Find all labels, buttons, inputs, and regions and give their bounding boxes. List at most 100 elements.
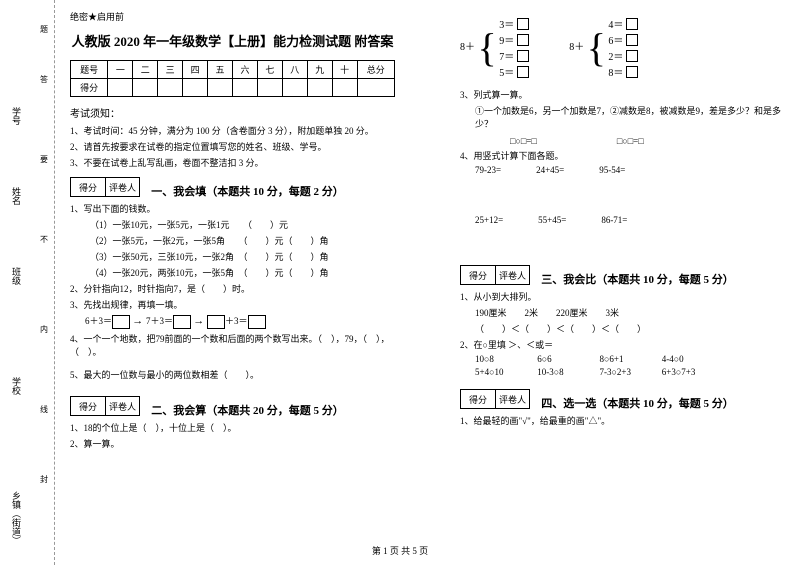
- vert-item: 86-71=: [601, 215, 627, 225]
- s2-q2: 2、算一算。: [70, 437, 395, 450]
- vert-item: 79-23=: [475, 165, 501, 175]
- th-5: 五: [208, 61, 233, 79]
- brace1-item: 7＝: [499, 48, 514, 63]
- th-6: 六: [232, 61, 257, 79]
- box-expr-b: □○□=□: [617, 136, 644, 146]
- vert-item: 55+45=: [538, 215, 566, 225]
- section-2-title: 二、我会算（本题共 20 分，每题 5 分）: [100, 402, 395, 418]
- vert-row: 79-23= 24+45= 95-54=: [460, 165, 785, 175]
- answer-box[interactable]: [517, 18, 529, 30]
- bind-label-id: 学号: [10, 107, 23, 125]
- right-column: 8＋ { 3＝ 9＝ 7＝ 5＝ 8＋ { 4＝ 6＝ 2＝ 8＝: [445, 0, 800, 565]
- bind-label-school: 学校: [10, 377, 23, 395]
- brace1-item: 3＝: [499, 16, 514, 31]
- cut-seal: 封: [40, 474, 48, 485]
- score-table: 题号 一 二 三 四 五 六 七 八 九 十 总分 得分: [70, 60, 395, 97]
- brace-row: 8＋ { 3＝ 9＝ 7＝ 5＝ 8＋ { 4＝ 6＝ 2＝ 8＝: [460, 15, 785, 80]
- answer-box[interactable]: [173, 315, 191, 329]
- s3-q1-stem: 1、从小到大排列。: [460, 290, 785, 303]
- th-total: 总分: [357, 61, 394, 79]
- q5: 5、最大的一位数与最小的两位数相差（ ）。: [70, 368, 395, 381]
- th-10: 十: [332, 61, 357, 79]
- brace2-item: 6＝: [608, 32, 623, 47]
- cut-inner: 内: [40, 324, 48, 335]
- cut-not: 要: [40, 154, 48, 165]
- th-7: 七: [257, 61, 282, 79]
- section-3-title: 三、我会比（本题共 10 分，每题 5 分）: [490, 271, 785, 287]
- q4: 4、一个一个地数，把79前面的一个数和后面的两个数写出来。（ ），79，（ ），…: [70, 332, 395, 358]
- bind-label-class: 班级: [10, 267, 23, 285]
- table-row: 得分: [71, 79, 395, 97]
- notice-title: 考试须知：: [70, 105, 395, 120]
- score-label: 得分: [70, 177, 105, 197]
- brace2-item: 8＝: [608, 64, 623, 79]
- s3-q2-stem: 2、在○里填 ＞、＜或＝: [460, 338, 785, 351]
- s2-q3-stem: 3、列式算一算。: [460, 88, 785, 101]
- s2-q4-stem: 4、用竖式计算下面各题。: [460, 149, 785, 162]
- eq1-lhs: 6＋3＝: [85, 316, 112, 326]
- th-3: 三: [158, 61, 183, 79]
- answer-box[interactable]: [112, 315, 130, 329]
- bind-label-township: 乡镇（街道）: [10, 491, 23, 545]
- cmp-item: 7-3○2+3: [600, 367, 660, 377]
- cmp-item: 8○6+1: [600, 354, 660, 364]
- brace2-item: 2＝: [608, 48, 623, 63]
- row-score-label: 得分: [71, 79, 108, 97]
- cut-ans: 答: [40, 74, 48, 85]
- box-expr-a: □○□=□: [510, 136, 537, 146]
- q1-line: （4）一张20元，两张10元，一张5角 （ ）元（ ）角: [70, 266, 395, 279]
- table-row: 题号 一 二 三 四 五 六 七 八 九 十 总分: [71, 61, 395, 79]
- brace1-item: 9＝: [499, 32, 514, 47]
- q1-line: （3）一张50元，三张10元，一张2角 （ ）元（ ）角: [70, 250, 395, 263]
- s2-q3-line1: ①一个加数是6，另一个加数是7，②减数是8，被减数是9，差是多少？和是多少？: [460, 104, 785, 130]
- q1-line: （1）一张10元，一张5元，一张1元 （ ）元: [70, 218, 395, 231]
- vert-row: 25+12= 55+45= 86-71=: [460, 215, 785, 225]
- score-label: 得分: [460, 265, 495, 285]
- th-9: 九: [307, 61, 332, 79]
- brace1-item: 5＝: [499, 64, 514, 79]
- answer-box[interactable]: [626, 50, 638, 62]
- q2: 2、分针指向12，时针指向7，是（ ）时。: [70, 282, 395, 295]
- s2-q3-boxes: □○□=□ □○□=□: [460, 136, 785, 146]
- q1-line: （2）一张5元，一张2元，一张5角 （ ）元（ ）角: [70, 234, 395, 247]
- th-num: 题号: [71, 61, 108, 79]
- arrow-icon: →: [193, 315, 207, 327]
- left-column: 绝密★启用前 人教版 2020 年一年级数学【上册】能力检测试题 附答案 题号 …: [55, 0, 410, 565]
- score-label: 得分: [70, 396, 105, 416]
- eq2-lhs: 7＋3＝: [146, 316, 173, 326]
- s3-q1-line1: 190厘米 2米 220厘米 3米: [460, 306, 785, 319]
- cmp-item: 10○8: [475, 354, 535, 364]
- page-footer: 第 1 页 共 5 页: [0, 544, 800, 557]
- s3-q1-line2: （ ）＜（ ）＜（ ）＜（ ）: [460, 322, 785, 335]
- reviewer-label: 评卷人: [495, 389, 530, 409]
- answer-box[interactable]: [626, 18, 638, 30]
- answer-box[interactable]: [626, 66, 638, 78]
- arrow-icon: →: [132, 315, 146, 327]
- answer-box[interactable]: [207, 315, 225, 329]
- answer-box[interactable]: [626, 34, 638, 46]
- answer-box[interactable]: [517, 34, 529, 46]
- answer-box[interactable]: [248, 315, 266, 329]
- th-1: 一: [108, 61, 133, 79]
- vert-item: 24+45=: [536, 165, 564, 175]
- brace-icon: {: [478, 28, 497, 68]
- cmp-item: 10-3○8: [537, 367, 597, 377]
- cut-line: 线: [40, 404, 48, 415]
- cmp-item: 5+4○10: [475, 367, 535, 377]
- answer-box[interactable]: [517, 50, 529, 62]
- reviewer-label: 评卷人: [495, 265, 530, 285]
- brace-group-2: 8＋ { 4＝ 6＝ 2＝ 8＝: [569, 15, 638, 80]
- brace2-item: 4＝: [608, 16, 623, 31]
- q1-stem: 1、写出下面的钱数。: [70, 202, 395, 215]
- score-label: 得分: [460, 389, 495, 409]
- s4-q1: 1、给最轻的画"√"，给最重的画"△"。: [460, 414, 785, 427]
- notice-item: 1、考试时间：45 分钟，满分为 100 分（含卷面分 3 分），附加题单独 2…: [70, 124, 395, 137]
- cut-q: 题: [40, 24, 48, 35]
- s2-q1: 1、18的个位上是（ ），十位上是（ ）。: [70, 421, 395, 434]
- answer-box[interactable]: [517, 66, 529, 78]
- notice-item: 3、不要在试卷上乱写乱画，卷面不整洁扣 3 分。: [70, 156, 395, 169]
- vert-item: 95-54=: [599, 165, 625, 175]
- notice-item: 2、请首先按要求在试卷的指定位置填写您的姓名、班级、学号。: [70, 140, 395, 153]
- s3-q2-row: 5+4○10 10-3○8 7-3○2+3 6+3○7+3: [460, 367, 785, 377]
- brace2-left: 8＋: [569, 42, 584, 53]
